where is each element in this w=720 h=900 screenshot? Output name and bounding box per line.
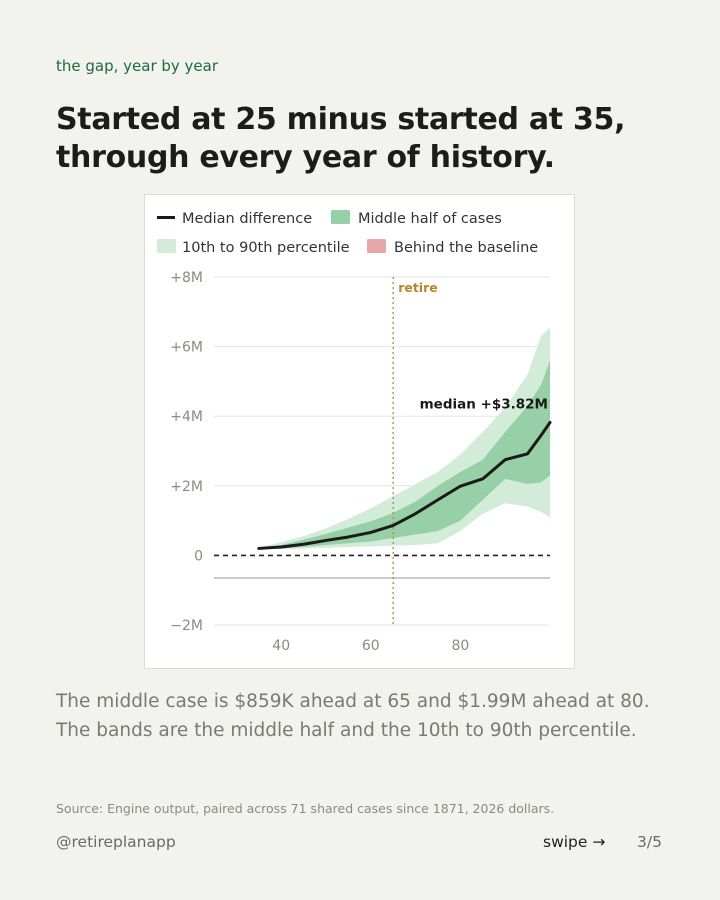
- legend-iqr-swatch: [331, 210, 350, 224]
- x-tick-label: 60: [362, 638, 380, 654]
- y-tick-label: 0: [194, 548, 203, 564]
- chart-card: Median difference Middle half of cases 1…: [144, 194, 575, 669]
- legend-p10-90-swatch: [157, 239, 176, 253]
- legend-behind-swatch: [367, 239, 386, 253]
- swipe-button[interactable]: swipe →: [543, 833, 606, 851]
- chart-caption: The middle case is $859K ahead at 65 and…: [56, 691, 650, 741]
- legend-median-label: Median difference: [182, 211, 312, 227]
- legend-p10-90-label: 10th to 90th percentile: [182, 240, 350, 256]
- account-handle[interactable]: @retireplanapp: [56, 833, 176, 851]
- eyebrow-label: the gap, year by year: [56, 57, 219, 75]
- legend-behind-label: Behind the baseline: [394, 240, 538, 256]
- retire-marker-label: retire: [398, 280, 438, 295]
- page-indicator: 3/5: [637, 833, 662, 851]
- y-tick-label: −2M: [170, 618, 203, 634]
- y-tick-label: +8M: [170, 270, 203, 286]
- legend-iqr-label: Middle half of cases: [358, 211, 502, 227]
- y-tick-label: +6M: [170, 340, 203, 356]
- middle-half-band: [258, 360, 550, 549]
- gap-chart: Median difference Middle half of cases 1…: [157, 210, 552, 654]
- x-tick-label: 80: [451, 638, 469, 654]
- legend: Median difference Middle half of cases 1…: [157, 210, 538, 256]
- median-end-label: median +$3.82M: [420, 396, 548, 412]
- y-tick-label: +2M: [170, 479, 203, 495]
- x-tick-label: 40: [272, 638, 290, 654]
- y-tick-label: +4M: [170, 409, 203, 425]
- source-note: Source: Engine output, paired across 71 …: [56, 801, 555, 816]
- headline: Started at 25 minus started at 35, throu…: [56, 102, 626, 175]
